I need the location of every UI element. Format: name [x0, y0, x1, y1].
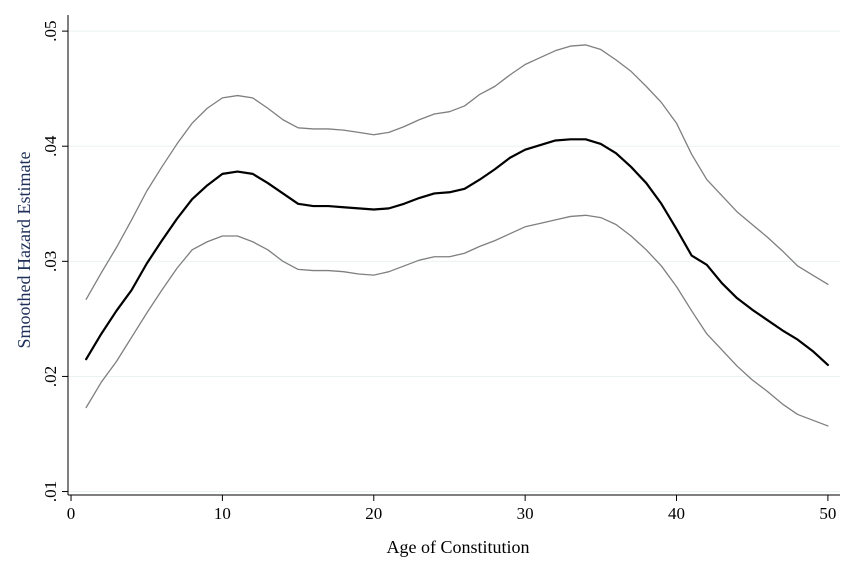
hazard-estimate-line — [85, 138, 829, 367]
y-tick-label: .03 — [41, 251, 60, 272]
x-axis-ticks: 0 10 20 30 40 50 — [67, 495, 836, 523]
x-tick-label: 0 — [67, 504, 76, 523]
series-lines — [85, 44, 829, 427]
y-tick-label: .01 — [41, 481, 60, 502]
confidence-upper-line — [85, 44, 829, 300]
x-tick-label: 10 — [214, 504, 231, 523]
y-axis-title: Smoothed Hazard Estimate — [14, 152, 34, 349]
confidence-lower-line — [85, 214, 829, 427]
y-tick-label: .04 — [41, 135, 60, 157]
x-axis-title: Age of Constitution — [387, 537, 530, 557]
x-tick-label: 50 — [819, 504, 836, 523]
x-tick-label: 40 — [668, 504, 685, 523]
y-tick-label: .02 — [41, 366, 60, 387]
grid-lines — [68, 30, 840, 493]
y-tick-label: .05 — [41, 20, 60, 41]
y-axis-ticks: .01 .02 .03 .04 .05 — [41, 20, 68, 502]
x-tick-label: 20 — [365, 504, 382, 523]
x-tick-label: 30 — [517, 504, 534, 523]
